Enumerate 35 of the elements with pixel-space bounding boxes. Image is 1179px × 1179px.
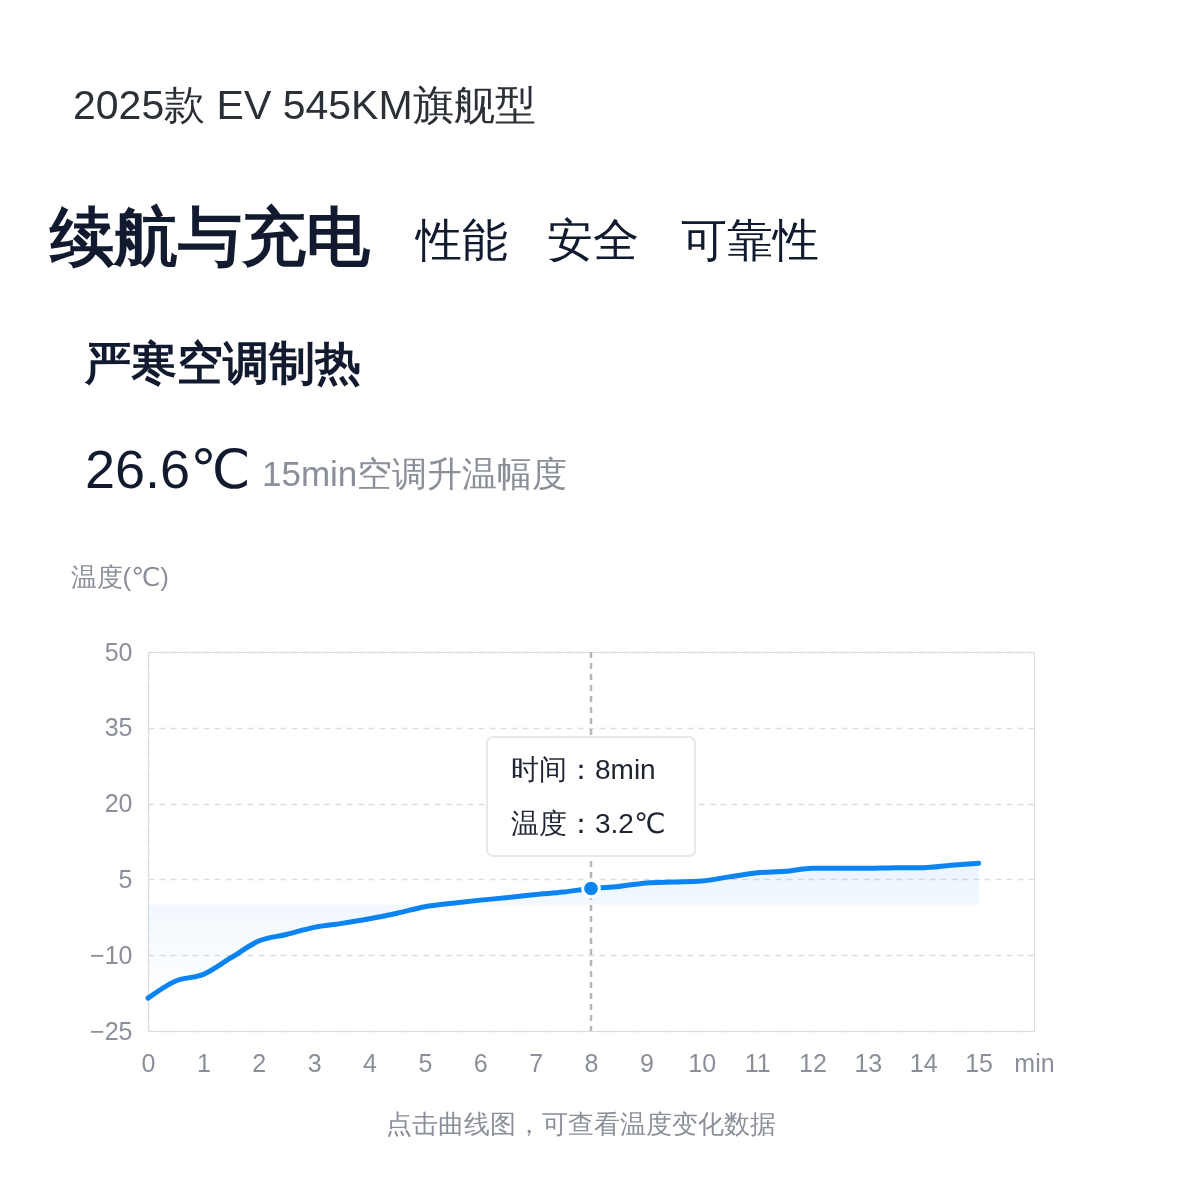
x-tick-label: 7 [529, 1048, 544, 1077]
x-tick-label: 12 [799, 1048, 827, 1077]
text: 15min空调升温幅度 [262, 454, 568, 493]
text: 2025款 EV 545KM旗舰型 [73, 82, 536, 128]
x-tick-label: 6 [473, 1048, 488, 1077]
text: 续航与充电 [49, 201, 371, 273]
x-tick-label: 3 [307, 1048, 322, 1077]
x-tick-label: 13 [854, 1048, 883, 1077]
y-axis-title: 温度(℃) [70, 561, 170, 592]
x-tick-label: min [1014, 1048, 1055, 1077]
y-tick-label: 20 [104, 789, 133, 818]
y-tick-label: 5 [118, 864, 133, 893]
y-tick-label: 50 [104, 637, 133, 666]
text: 26.6℃ [85, 439, 251, 499]
y-tick-label: −25 [90, 1016, 133, 1045]
text: 点击曲线图，可查看温度变化数据 [386, 1109, 776, 1139]
annotation: 时间：8min [511, 754, 656, 785]
x-tick-label: 1 [196, 1048, 211, 1077]
text: 可靠性 [681, 214, 819, 266]
x-tick-label: 11 [744, 1048, 771, 1077]
x-tick-label: 0 [141, 1048, 156, 1077]
y-tick-label: 35 [104, 713, 133, 742]
y-tick-label: −10 [90, 940, 133, 969]
x-tick-label: 8 [584, 1048, 599, 1077]
text: 性能 [414, 214, 508, 266]
x-tick-label: 5 [418, 1048, 433, 1077]
x-tick-label: 14 [909, 1048, 938, 1077]
x-tick-label: 9 [639, 1048, 654, 1077]
x-tick-label: 2 [252, 1048, 267, 1077]
chart-title: 严寒空调制热 [84, 337, 361, 389]
annotation: 温度：3.2℃ [511, 808, 666, 839]
x-tick-label: 15 [965, 1048, 994, 1077]
x-tick-label: 10 [688, 1048, 717, 1077]
text: 安全 [547, 214, 639, 266]
x-tick-label: 4 [363, 1048, 378, 1077]
